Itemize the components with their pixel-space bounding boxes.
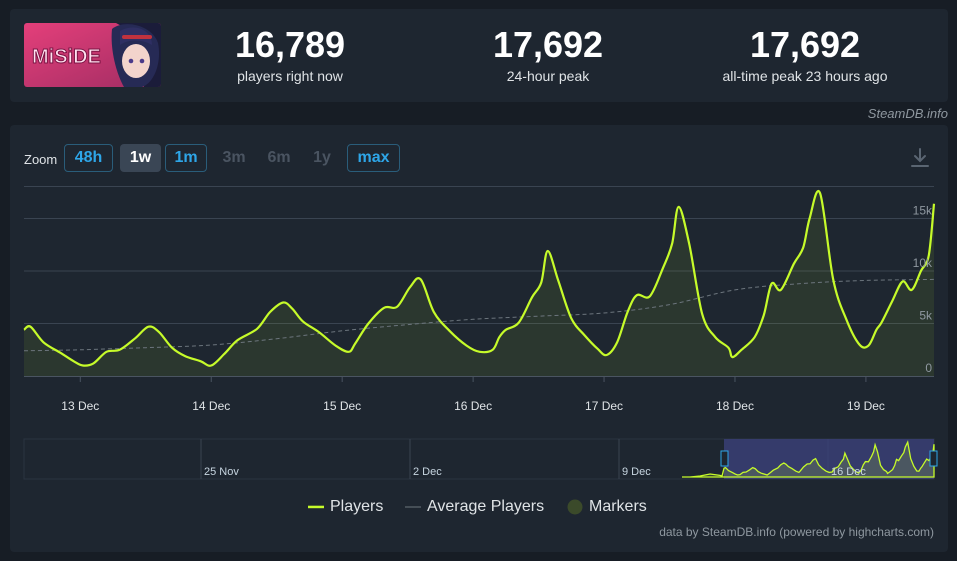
x-tick-label: 18 Dec bbox=[716, 399, 754, 413]
zoom-48h-button[interactable]: 48h bbox=[64, 144, 113, 172]
zoom-max-button[interactable]: max bbox=[347, 144, 400, 172]
chart-legend: Players Average Players Markers bbox=[10, 498, 948, 520]
navigator-tick-label: 2 Dec bbox=[413, 466, 442, 478]
players-line[interactable] bbox=[23, 190, 936, 367]
alltime-peak-label: all-time peak 23 hours ago bbox=[722, 68, 888, 84]
zoom-3m-button[interactable]: 3m bbox=[222, 149, 246, 166]
players-area-fill bbox=[24, 191, 934, 376]
legend-item-average[interactable]: Average Players bbox=[405, 498, 544, 516]
legend-average-label: Average Players bbox=[427, 498, 545, 515]
game-logo-text: MiSiDE bbox=[32, 46, 101, 68]
legend-item-markers[interactable]: Markers bbox=[567, 498, 647, 516]
navigator[interactable]: 25 Nov 2 Dec 9 Dec 16 Dec bbox=[23, 438, 938, 480]
y-axis-labels: 0 5k 10k 15k bbox=[913, 204, 933, 376]
current-players-label: players right now bbox=[237, 68, 343, 84]
legend-players-label: Players bbox=[330, 498, 384, 515]
players-swatch-icon bbox=[308, 505, 324, 509]
x-tick-label: 15 Dec bbox=[323, 399, 361, 413]
x-tick-label: 14 Dec bbox=[192, 399, 230, 413]
steamdb-credit[interactable]: SteamDB.info bbox=[867, 106, 948, 121]
current-players-value: 16,789 bbox=[234, 24, 346, 65]
markers-swatch-icon bbox=[567, 499, 583, 515]
navigator-tick-label: 16 Dec bbox=[831, 466, 866, 478]
alltime-peak-value: 17,692 bbox=[749, 24, 861, 65]
x-tick-label: 19 Dec bbox=[847, 399, 885, 413]
chart-panel: Zoom 48h 1w 1m 3m 6m 1y max 0 5k 10k 15k 13… bbox=[10, 125, 948, 552]
navigator-players-line bbox=[682, 440, 935, 478]
zoom-label: Zoom bbox=[24, 152, 58, 167]
x-tick-label: 13 Dec bbox=[61, 399, 99, 413]
stats-bar: MiSiDE 16,789 players right now 17,692 2… bbox=[10, 9, 948, 102]
peak-24h-value: 17,692 bbox=[492, 24, 604, 65]
player-chart: 0 5k 10k 15k 13 Dec 14 Dec 15 Dec 16 Dec 17 Dec… bbox=[23, 186, 938, 480]
y-tick-label: 5k bbox=[919, 309, 933, 323]
y-tick-label: 15k bbox=[913, 204, 933, 218]
download-icon[interactable] bbox=[908, 146, 932, 170]
stat-24h-peak: 17,692 24-hour peak bbox=[468, 25, 628, 85]
average-swatch-icon bbox=[405, 506, 421, 508]
navigator-left-handle[interactable] bbox=[720, 450, 729, 467]
highcharts-credit[interactable]: data by SteamDB.info (powered by highcha… bbox=[659, 525, 934, 539]
stat-alltime-peak: 17,692 all-time peak 23 hours ago bbox=[705, 25, 905, 85]
y-tick-label: 10k bbox=[913, 256, 933, 270]
zoom-1y-button[interactable]: 1y bbox=[313, 149, 331, 166]
stat-current-players: 16,789 players right now bbox=[210, 25, 370, 85]
navigator-tick-label: 25 Nov bbox=[204, 466, 239, 478]
legend-item-players[interactable]: Players bbox=[308, 498, 383, 516]
zoom-1m-button[interactable]: 1m bbox=[165, 144, 207, 172]
navigator-right-handle[interactable] bbox=[929, 450, 938, 467]
legend-markers-label: Markers bbox=[589, 498, 647, 515]
navigator-tick-label: 9 Dec bbox=[622, 466, 651, 478]
x-tick-label: 17 Dec bbox=[585, 399, 623, 413]
zoom-1w-button[interactable]: 1w bbox=[120, 144, 161, 172]
y-tick-label: 0 bbox=[925, 361, 932, 375]
game-capsule-image[interactable]: MiSiDE bbox=[24, 23, 161, 87]
x-tick-label: 16 Dec bbox=[454, 399, 492, 413]
game-logo-art: MiSiDE bbox=[24, 23, 161, 87]
peak-24h-label: 24-hour peak bbox=[506, 68, 590, 84]
x-axis-labels: 13 Dec 14 Dec 15 Dec 16 Dec 17 Dec 18 Dec 19 D… bbox=[61, 376, 885, 413]
zoom-6m-button[interactable]: 6m bbox=[267, 149, 291, 166]
chart-gridlines bbox=[24, 186, 934, 377]
